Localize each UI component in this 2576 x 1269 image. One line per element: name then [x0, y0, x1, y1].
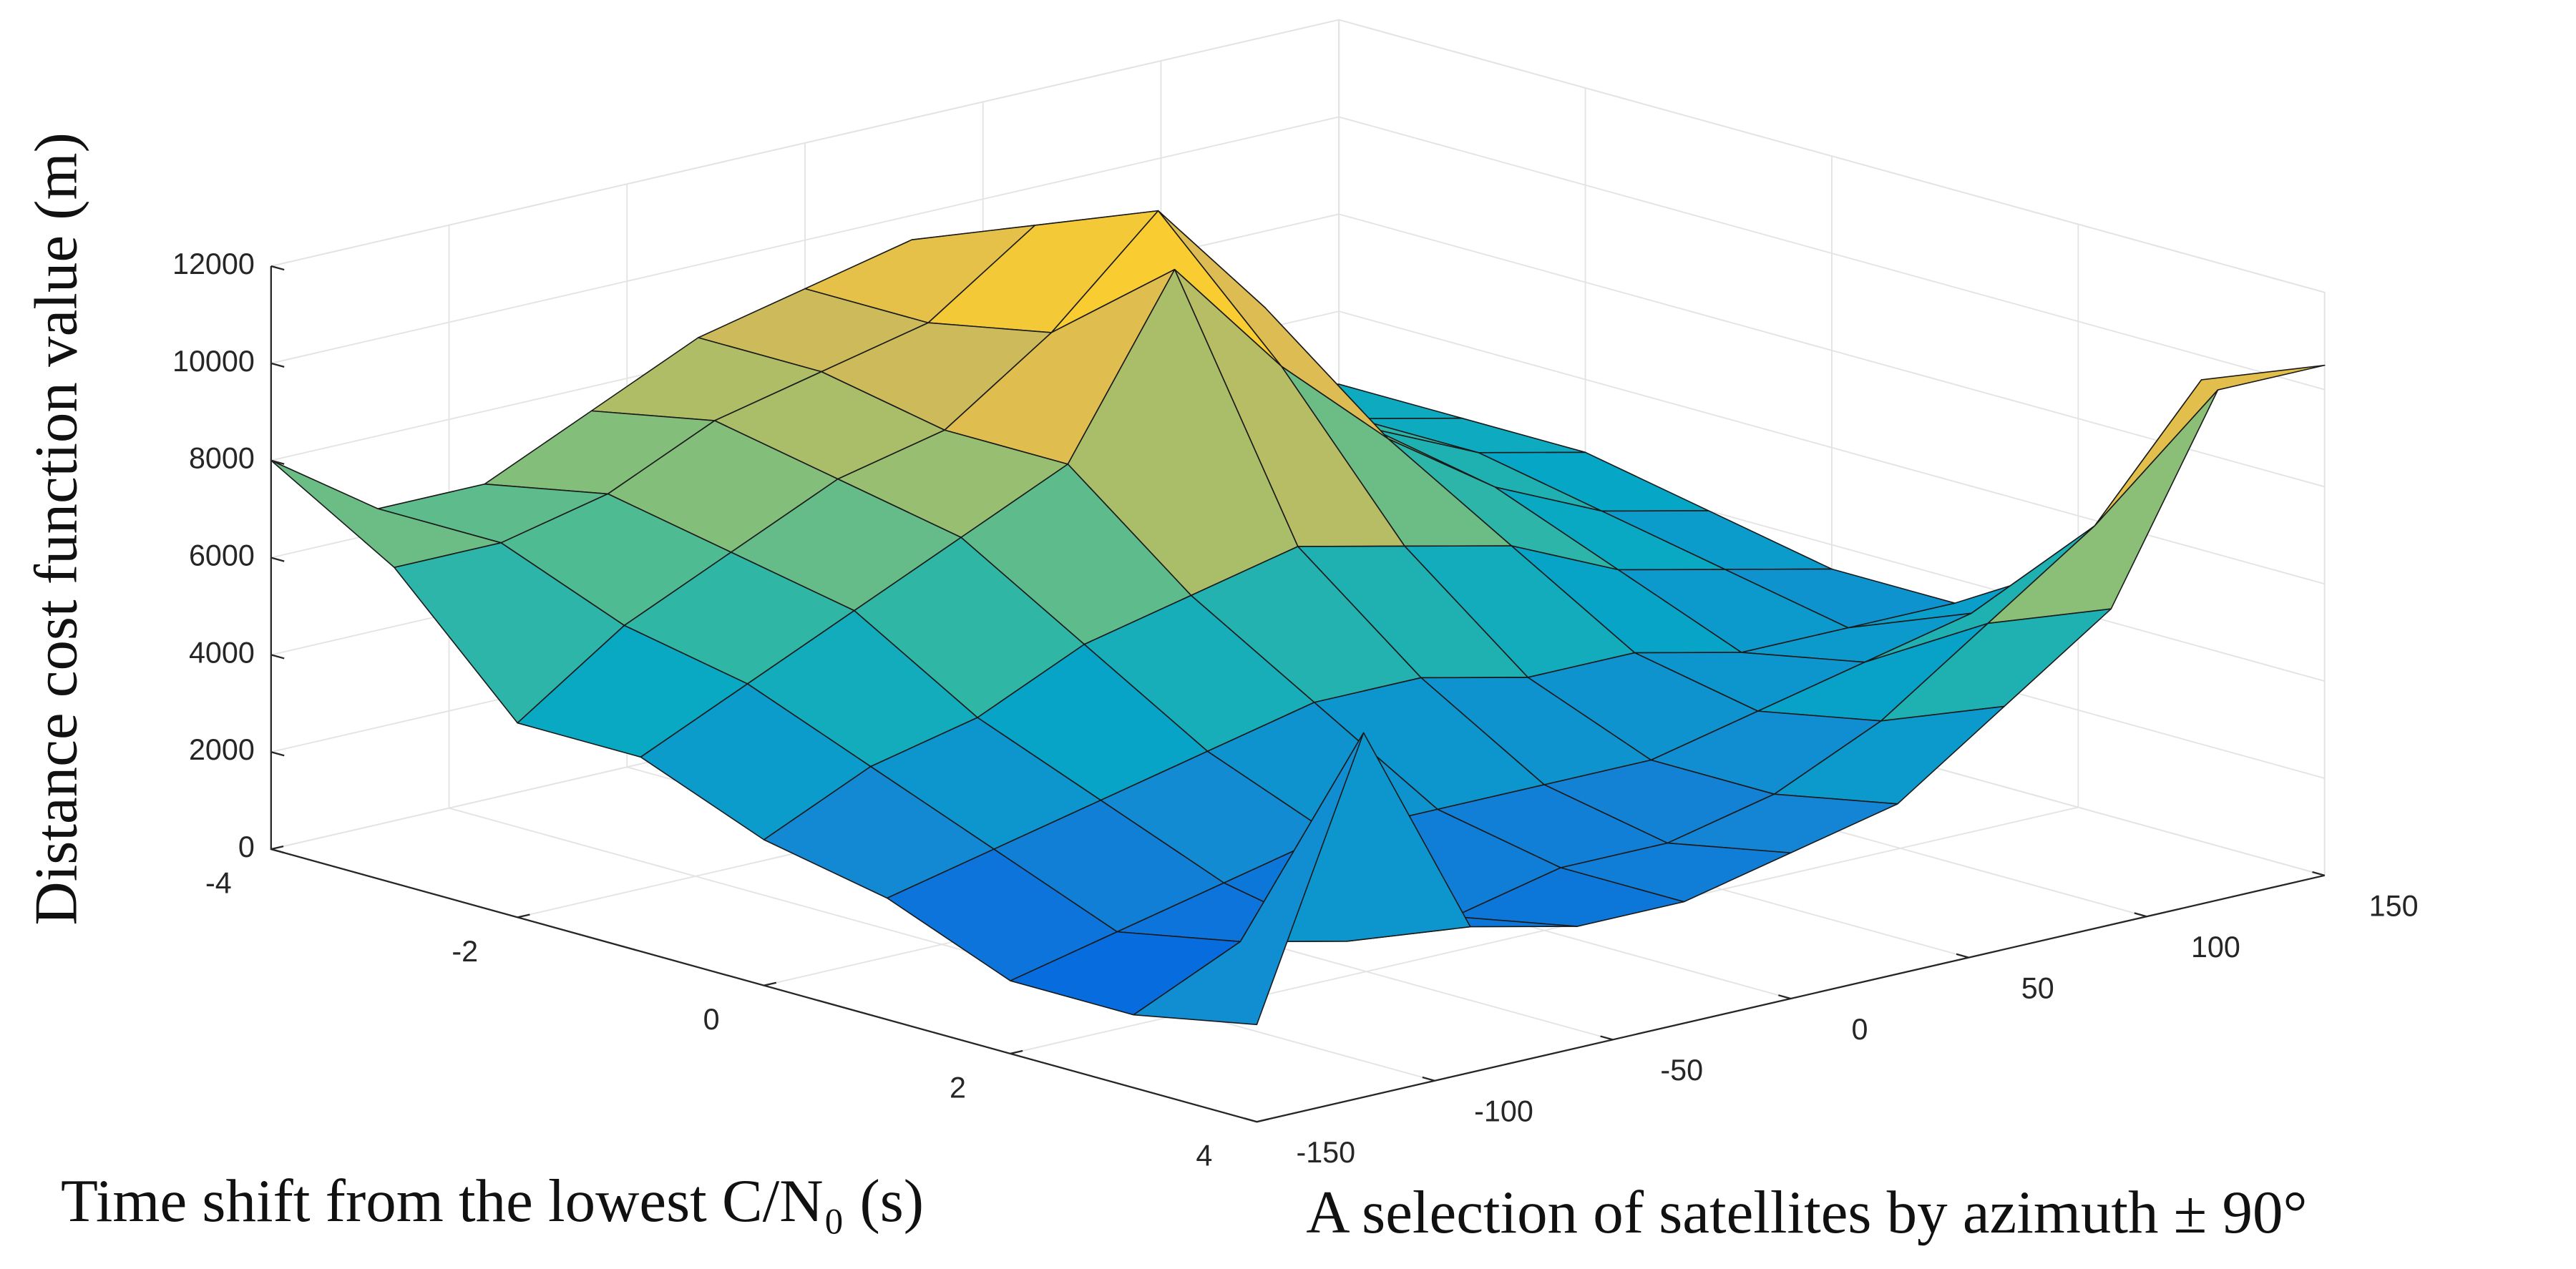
z-tick-label: 0 — [238, 831, 255, 863]
z-axis-label: Distance cost function value (m) — [23, 132, 90, 926]
axis-lines — [270, 266, 2325, 1123]
y-tick — [2134, 912, 2147, 918]
box-back — [270, 19, 2326, 876]
z-tick — [270, 751, 285, 757]
z-tick — [270, 459, 285, 465]
x-tick — [517, 913, 530, 918]
z-tick-label: 8000 — [189, 442, 255, 475]
x-tick — [270, 846, 284, 851]
surface-face — [1133, 732, 1365, 1026]
x-tick-label: -4 — [205, 867, 232, 900]
z-tick-label: 10000 — [172, 345, 255, 378]
x-axis-label: Time shift from the lowest C/N₀ (s) — [61, 1167, 924, 1235]
z-tick — [270, 654, 285, 660]
y-tick-label: 0 — [1851, 1013, 1868, 1046]
x-tick — [763, 981, 777, 986]
y-tick-label: -150 — [1296, 1136, 1355, 1169]
y-tick-label: 100 — [2191, 931, 2240, 964]
y-tick — [2312, 871, 2326, 876]
z-tick — [270, 362, 285, 368]
z-tick-label: 4000 — [189, 636, 255, 669]
z-tick-label: 2000 — [189, 733, 255, 766]
x-tick-label: -2 — [452, 935, 478, 968]
z-tick-label: 6000 — [189, 539, 255, 572]
y-tick-label: 50 — [2021, 971, 2054, 1004]
z-tick-label: 12000 — [172, 248, 255, 280]
x-tick-label: 4 — [1196, 1140, 1212, 1172]
y-tick — [1778, 994, 1791, 1000]
surface — [270, 210, 2326, 1026]
z-tick — [270, 557, 285, 562]
y-tick — [1600, 1035, 1614, 1041]
y-tick-label: -100 — [1474, 1095, 1533, 1128]
y-tick — [1422, 1076, 1435, 1082]
y-tick — [1956, 953, 1969, 959]
x-tick-label: 2 — [950, 1071, 966, 1104]
z-grid-line — [270, 19, 2325, 293]
x-tick — [1010, 1049, 1023, 1055]
y-axis-label: A selection of satellites by azimuth ± 9… — [1306, 1179, 2307, 1246]
axes: 0 2000 4000 6000 8000 10000 12000 -4 -2 0 2 4 -150 -1… — [172, 248, 2419, 1172]
x-tick-label: 0 — [703, 1003, 720, 1036]
y-tick-label: -50 — [1660, 1054, 1703, 1087]
z-tick — [270, 265, 285, 271]
y-tick-label: 150 — [2369, 890, 2419, 923]
